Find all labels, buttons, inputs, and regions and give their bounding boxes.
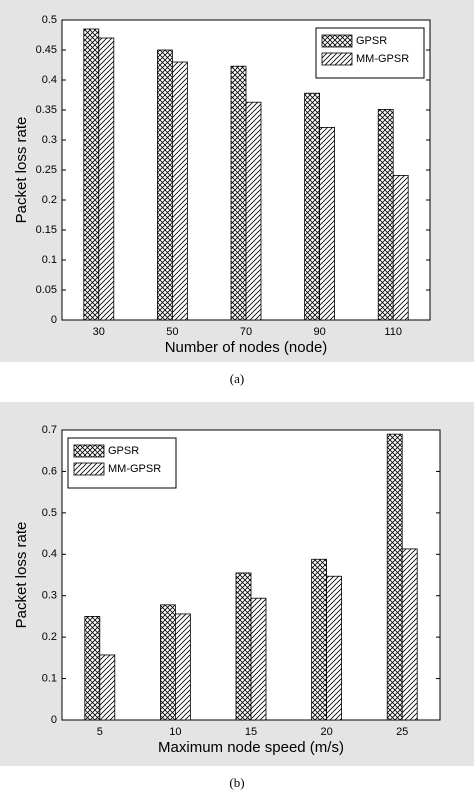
y-axis-title: Packet loss rate xyxy=(13,522,30,629)
y-tick-label: 0.05 xyxy=(36,284,57,296)
legend-label: MM-GPSR xyxy=(356,53,409,65)
y-tick-label: 0.5 xyxy=(42,14,57,26)
y-tick-label: 0.5 xyxy=(42,507,57,519)
legend-swatch xyxy=(73,444,105,458)
bar xyxy=(98,37,115,321)
x-tick-label: 15 xyxy=(245,726,257,738)
legend-swatch xyxy=(321,52,353,66)
y-axis-title: Packet loss rate xyxy=(13,117,30,224)
y-tick-label: 0.3 xyxy=(42,590,57,602)
legend-label: MM-GPSR xyxy=(108,463,161,475)
x-tick-label: 20 xyxy=(320,726,332,738)
bar xyxy=(377,109,394,321)
y-tick-label: 0.35 xyxy=(36,104,57,116)
bar xyxy=(84,616,101,721)
bar xyxy=(319,127,336,321)
y-tick-label: 0.6 xyxy=(42,465,57,477)
bar xyxy=(250,597,267,721)
legend-swatch xyxy=(73,462,105,476)
bar xyxy=(311,558,328,721)
x-tick-label: 30 xyxy=(93,326,105,338)
y-tick-label: 0.1 xyxy=(42,254,57,266)
y-tick-label: 0.15 xyxy=(36,224,57,236)
bar xyxy=(304,92,321,321)
legend-label: GPSR xyxy=(356,35,387,47)
y-tick-label: 0.2 xyxy=(42,194,57,206)
y-tick-label: 0.4 xyxy=(42,74,57,86)
x-tick-label: 110 xyxy=(384,326,402,338)
bar xyxy=(99,654,116,721)
y-tick-label: 0.2 xyxy=(42,631,57,643)
bar xyxy=(235,572,252,721)
x-tick-label: 5 xyxy=(97,726,103,738)
bar xyxy=(245,101,262,321)
x-tick-label: 10 xyxy=(169,726,181,738)
y-tick-label: 0 xyxy=(51,314,57,326)
x-tick-label: 50 xyxy=(166,326,178,338)
bar xyxy=(156,49,173,321)
x-tick-label: 90 xyxy=(313,326,325,338)
caption: (b) xyxy=(229,775,244,790)
y-tick-label: 0.25 xyxy=(36,164,57,176)
y-tick-label: 0.4 xyxy=(42,548,57,560)
bar xyxy=(326,575,343,721)
bar xyxy=(83,28,100,321)
bar xyxy=(174,613,191,721)
bar xyxy=(171,61,188,321)
bar xyxy=(386,433,403,721)
bar xyxy=(401,548,418,721)
caption: (a) xyxy=(230,371,244,386)
y-tick-label: 0.1 xyxy=(42,672,57,684)
y-tick-label: 0.7 xyxy=(42,424,57,436)
legend-swatch xyxy=(321,34,353,48)
x-tick-label: 25 xyxy=(396,726,408,738)
y-tick-label: 0.3 xyxy=(42,134,57,146)
legend-label: GPSR xyxy=(108,445,139,457)
bar xyxy=(159,604,176,721)
y-tick-label: 0.45 xyxy=(36,44,57,56)
x-axis-title: Maximum node speed (m/s) xyxy=(158,739,344,756)
bar xyxy=(392,174,409,321)
x-tick-label: 70 xyxy=(240,326,252,338)
x-axis-title: Number of nodes (node) xyxy=(165,339,328,356)
bar xyxy=(230,65,247,321)
y-tick-label: 0 xyxy=(51,714,57,726)
